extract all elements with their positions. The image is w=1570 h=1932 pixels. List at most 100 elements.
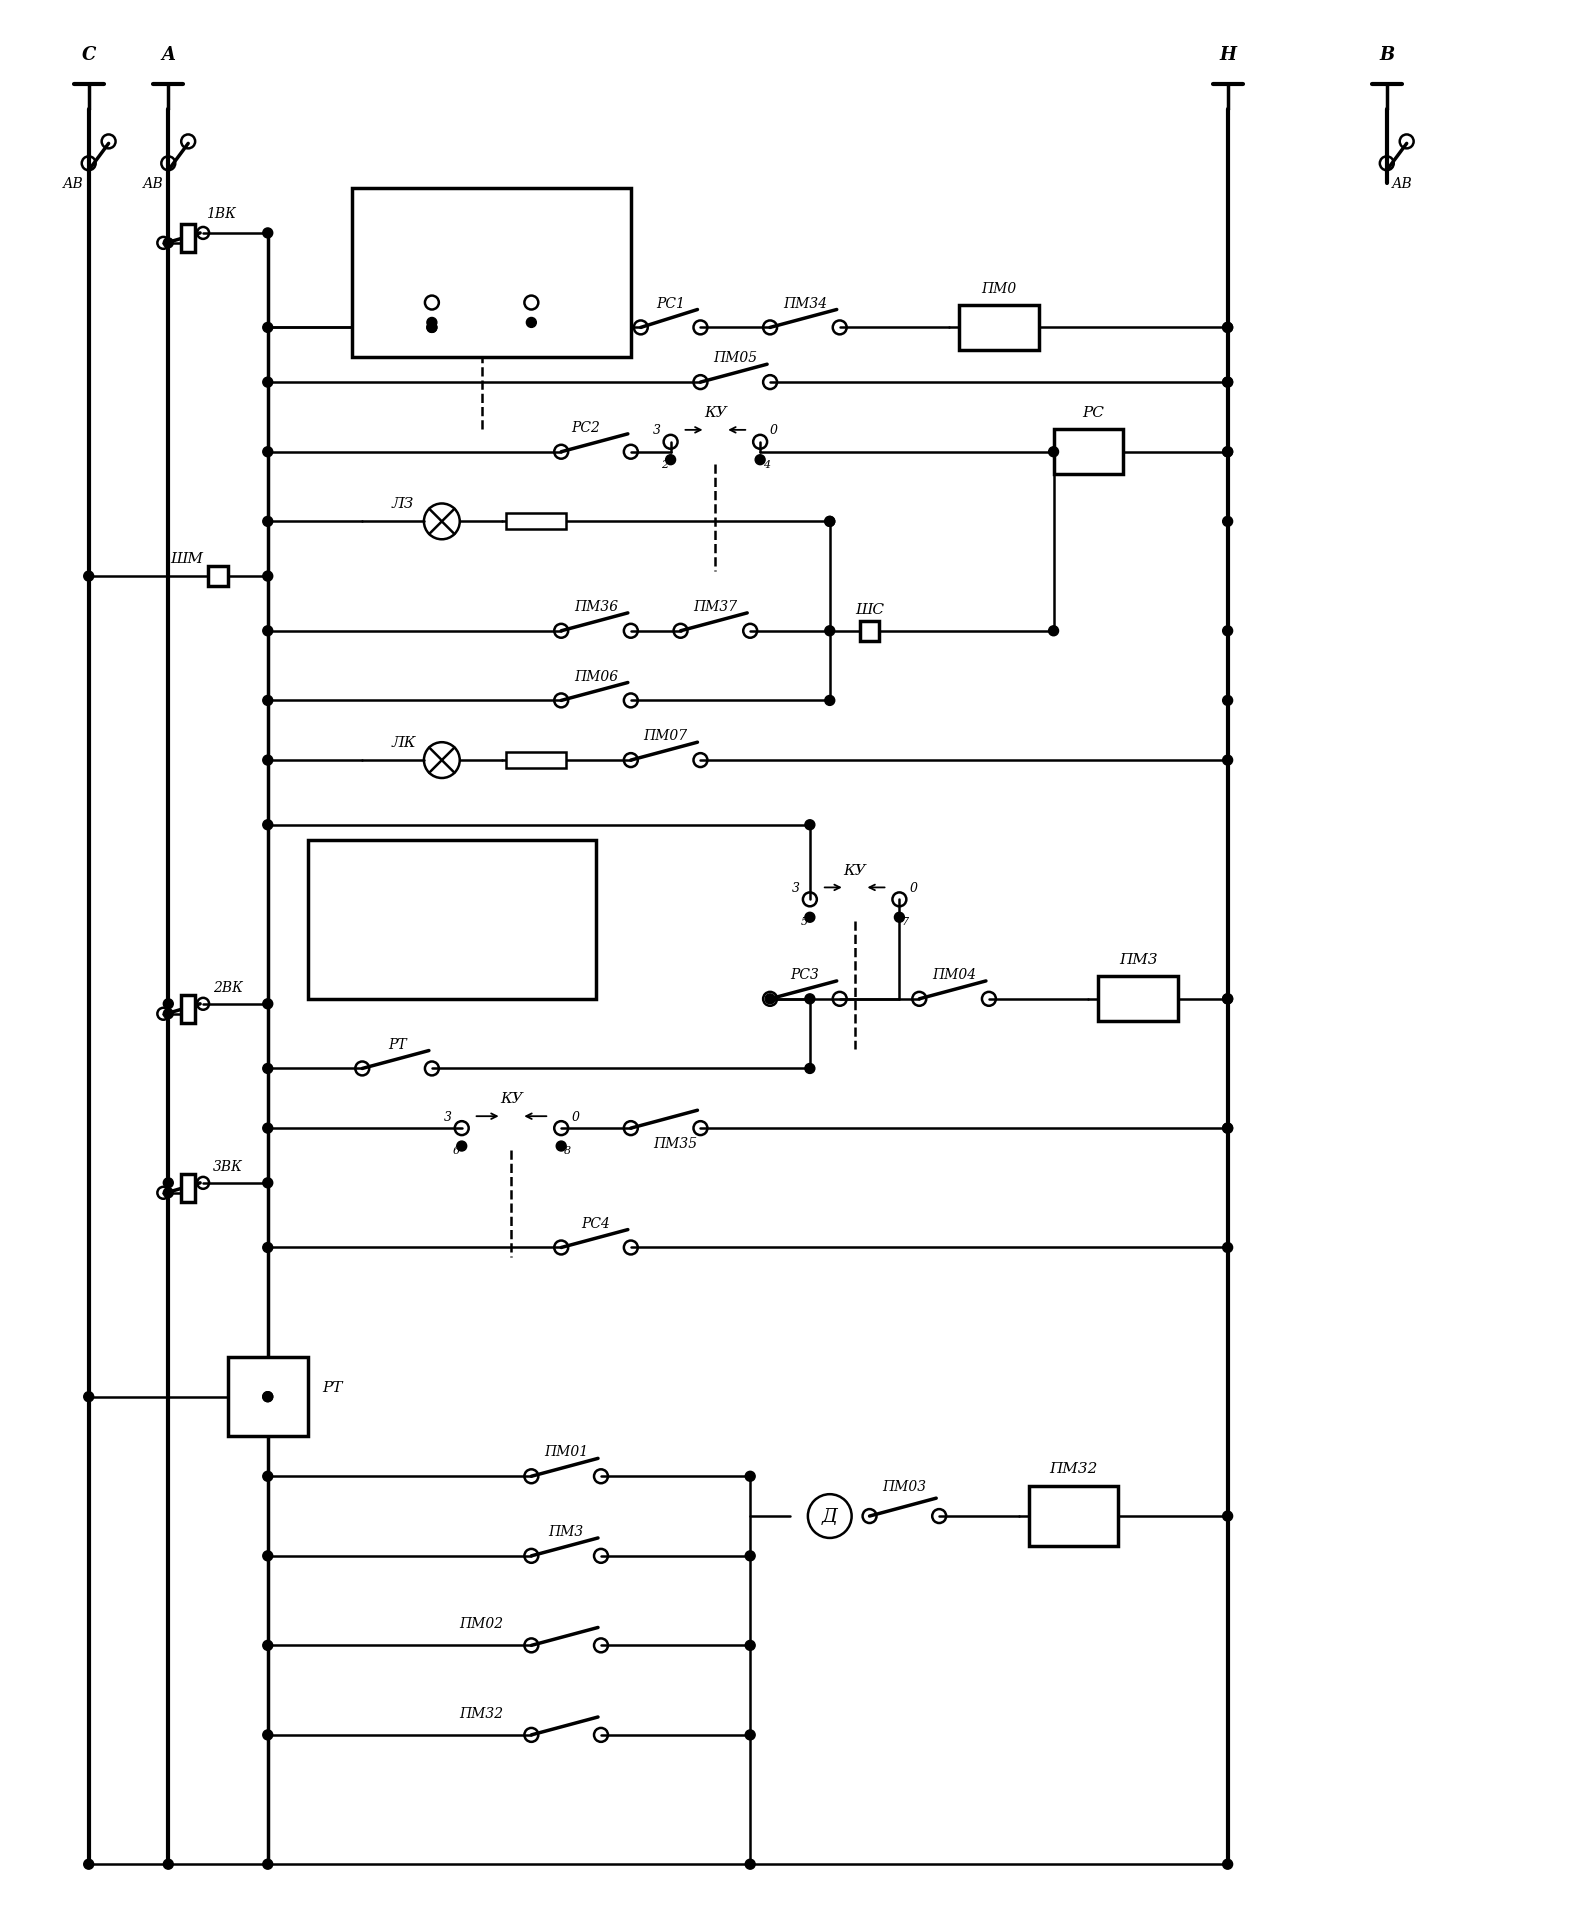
Text: Д: Д [821,1507,838,1524]
Text: 3ВК: 3ВК [214,1159,243,1173]
Circle shape [765,995,776,1005]
Text: 7: 7 [901,918,909,927]
Text: РТ: РТ [388,1037,407,1051]
Circle shape [262,228,273,240]
Text: ПМ03: ПМ03 [882,1480,926,1493]
Circle shape [1049,448,1058,458]
Circle shape [746,1551,755,1561]
Circle shape [1223,995,1232,1005]
Text: РС1: РС1 [656,296,685,311]
Text: ПМ32: ПМ32 [460,1706,504,1719]
Circle shape [262,821,273,831]
Circle shape [746,1859,755,1870]
Text: 0: 0 [909,881,917,895]
Circle shape [163,1009,173,1020]
Circle shape [1223,379,1232,388]
Text: КУ: КУ [501,1092,523,1105]
Text: РС3: РС3 [790,968,820,981]
Circle shape [1223,323,1232,332]
Text: КУ: КУ [471,267,493,280]
Circle shape [746,1729,755,1741]
Text: 3: 3 [653,425,661,437]
Circle shape [1223,1124,1232,1134]
Text: 2ВК: 2ВК [214,980,243,995]
Circle shape [262,755,273,765]
Text: ПМ37: ПМ37 [694,599,738,614]
Text: ЛЗ: ЛЗ [392,497,414,512]
Circle shape [824,518,835,527]
Bar [228,1356,308,1437]
Circle shape [556,1142,567,1151]
Bar [181,1175,195,1202]
Circle shape [262,379,273,388]
Circle shape [1223,518,1232,527]
Circle shape [895,912,904,923]
Text: 1ВК: 1ВК [206,207,236,220]
Text: Н: Н [1220,46,1236,64]
Circle shape [262,1242,273,1252]
Circle shape [262,1179,273,1188]
Text: 0: 0 [769,425,779,437]
Bar [1099,978,1178,1022]
Circle shape [526,319,537,328]
Text: АВ: АВ [63,178,83,191]
Text: 8: 8 [564,1146,571,1155]
Circle shape [746,1472,755,1482]
Circle shape [755,456,765,466]
Circle shape [262,518,273,527]
Text: 0: 0 [571,1111,579,1122]
Circle shape [262,999,273,1009]
Text: 1: 1 [421,323,427,332]
Bar [352,189,631,357]
Circle shape [666,456,675,466]
Text: АВ: АВ [1391,178,1413,191]
Circle shape [427,319,436,328]
Circle shape [262,696,273,705]
Circle shape [746,1640,755,1650]
Text: ПМ35: ПМ35 [653,1136,697,1150]
Circle shape [427,323,436,332]
Circle shape [1223,1511,1232,1520]
Circle shape [805,912,815,923]
Circle shape [1223,995,1232,1005]
Bar [181,995,195,1024]
Circle shape [83,1859,94,1870]
Circle shape [83,572,94,582]
Bar [1028,1486,1118,1546]
Circle shape [262,572,273,582]
Circle shape [163,1859,173,1870]
Text: A: A [162,46,176,64]
Text: КУ: КУ [843,864,867,877]
Circle shape [805,995,815,1005]
Text: 0: 0 [543,284,551,298]
Text: ШС: ШС [856,603,884,616]
Circle shape [83,1391,94,1403]
Text: Блокировка: Блокировка [444,242,539,255]
Text: 5: 5 [801,918,807,927]
Text: 3: 3 [791,881,801,895]
Text: ШМ: ШМ [170,553,203,566]
Circle shape [1223,448,1232,458]
Circle shape [805,821,815,831]
Text: на открытие: на открытие [435,276,548,290]
Bar [308,840,597,999]
Circle shape [262,1472,273,1482]
Circle shape [427,323,436,332]
Text: ПМ34: ПМ34 [783,296,827,311]
Circle shape [457,1142,466,1151]
Text: на закрытие: на закрытие [399,923,506,937]
Circle shape [262,1729,273,1741]
Circle shape [163,1188,173,1198]
Text: ПМ01: ПМ01 [545,1445,589,1459]
Text: В: В [1378,46,1394,64]
Text: ПМ32: ПМ32 [1049,1463,1097,1476]
Circle shape [262,448,273,458]
Circle shape [1223,696,1232,705]
Text: ПМ04: ПМ04 [933,968,977,981]
Text: ПМ05: ПМ05 [713,352,757,365]
Circle shape [163,999,173,1009]
Text: 3: 3 [444,1111,452,1122]
Circle shape [262,1391,273,1403]
Circle shape [1223,379,1232,388]
Text: ПМ07: ПМ07 [644,728,688,742]
